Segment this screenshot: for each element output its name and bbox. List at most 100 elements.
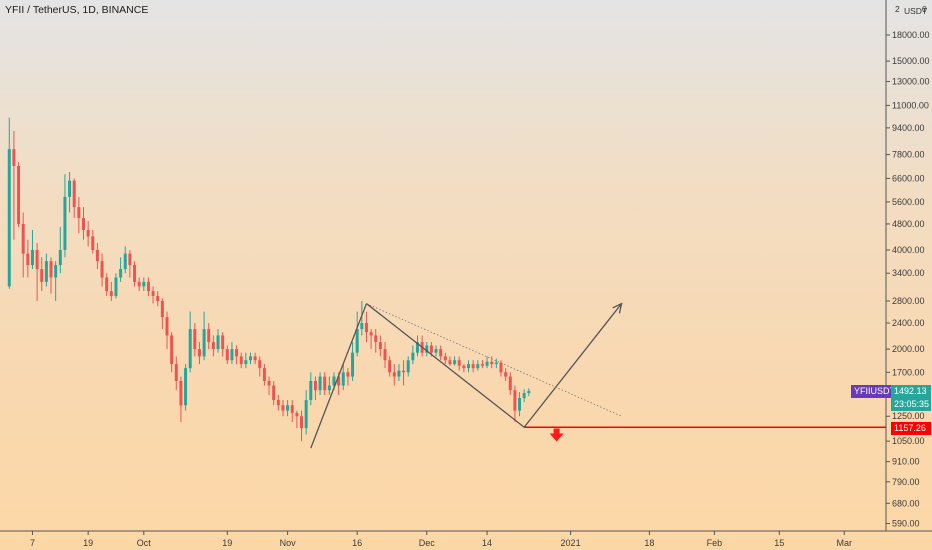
x-tick-label: 16 <box>352 538 362 548</box>
candle-body <box>527 390 531 394</box>
candle-body <box>197 349 201 357</box>
candle-body <box>63 196 67 250</box>
candle-body <box>443 356 447 361</box>
y-tick-label: 1250.00 <box>892 411 925 421</box>
candle-body <box>434 349 438 353</box>
pattern-line <box>523 303 623 428</box>
candle-body <box>262 368 266 381</box>
y-tick-label: 4800.00 <box>892 219 925 229</box>
candle-body <box>494 362 498 365</box>
candle-body <box>193 329 197 350</box>
candle-body <box>30 249 34 266</box>
candle-body <box>476 364 480 369</box>
candle-body <box>81 218 85 231</box>
candle-body <box>95 249 99 262</box>
candle-body <box>402 370 406 373</box>
y-tick-label: 790.00 <box>892 477 920 487</box>
candle-body <box>518 398 522 411</box>
candle-body <box>151 291 155 296</box>
candle-body <box>341 372 345 386</box>
candle-body <box>44 261 48 282</box>
candle-body <box>337 376 341 386</box>
candle-body <box>211 342 215 350</box>
candle-body <box>272 385 276 401</box>
x-tick-label: 19 <box>83 538 93 548</box>
candle-body <box>276 400 280 406</box>
x-tick-label: 2021 <box>561 538 581 548</box>
y-tick-label: 7800.00 <box>892 150 925 160</box>
candle-body <box>374 335 378 343</box>
candle-body <box>485 361 489 366</box>
pattern-line <box>310 303 368 449</box>
down-arrow-icon <box>549 428 564 442</box>
candle-body <box>119 269 123 278</box>
candle-body <box>388 360 392 373</box>
candle-body <box>35 249 39 270</box>
candle-body <box>406 360 410 373</box>
candle-body <box>170 335 174 365</box>
y-tick-label: 2000.00 <box>892 344 925 354</box>
candle-body <box>188 329 192 369</box>
candle-body <box>462 365 466 369</box>
candle-body <box>411 352 415 361</box>
y-tick-label: 2400.00 <box>892 318 925 328</box>
x-tick-label: Mar <box>837 538 853 548</box>
candle-body <box>165 317 169 336</box>
candle-body <box>160 300 164 318</box>
pattern-line <box>366 303 525 428</box>
candle-body <box>68 180 72 197</box>
countdown-tag: 23:05:35 <box>891 398 931 411</box>
candle-body <box>304 400 308 429</box>
candle-body <box>207 329 211 343</box>
unit-label: USDT <box>904 6 928 16</box>
candle-body <box>355 329 359 353</box>
candle-body <box>105 277 109 292</box>
candle-body <box>100 261 104 278</box>
y-tick-label: 1050.00 <box>892 436 925 446</box>
candle-body <box>467 364 471 369</box>
candle-body <box>429 345 433 353</box>
x-tick-label: 14 <box>482 538 492 548</box>
candle-body <box>522 393 526 399</box>
candle-body <box>286 405 290 411</box>
y-tick-label: 910.00 <box>892 457 920 467</box>
candle-body <box>12 149 16 166</box>
y-tick-label: 4000.00 <box>892 245 925 255</box>
candle-body <box>378 342 382 350</box>
y-tick-label: 18000.00 <box>892 30 930 40</box>
candle-body <box>397 370 401 377</box>
candle-body <box>86 230 90 237</box>
x-tick-label: Oct <box>137 538 152 548</box>
candle-body <box>156 295 160 301</box>
candle-body <box>179 380 183 406</box>
candle-body <box>364 323 368 333</box>
candle-body <box>267 380 271 386</box>
candle-body <box>295 412 299 417</box>
dotted-trendline <box>366 303 622 417</box>
candle-body <box>346 372 350 377</box>
candle-body <box>137 281 141 287</box>
x-tick-label: Feb <box>707 538 723 548</box>
candle-body <box>133 265 137 282</box>
y-tick-label: 13000.00 <box>892 77 930 87</box>
price-tag: 1492.13 <box>891 385 931 398</box>
candle-body <box>235 349 239 357</box>
candle-body <box>26 253 30 266</box>
candle-body <box>490 361 494 365</box>
y-tick-label: 5600.00 <box>892 197 925 207</box>
candle-body <box>244 360 248 365</box>
candle-body <box>17 165 21 224</box>
candle-body <box>508 376 512 391</box>
candle-body <box>184 368 188 406</box>
x-tick-label: Nov <box>280 538 297 548</box>
candle-body <box>258 360 262 369</box>
x-tick-label: 7 <box>30 538 35 548</box>
y-tick-label: 2800.00 <box>892 296 925 306</box>
candle-body <box>49 261 53 278</box>
candle-body <box>174 364 178 381</box>
candle-body <box>300 416 304 429</box>
candle-body <box>146 281 150 292</box>
support-price-tag: 1157.26 <box>891 422 931 435</box>
